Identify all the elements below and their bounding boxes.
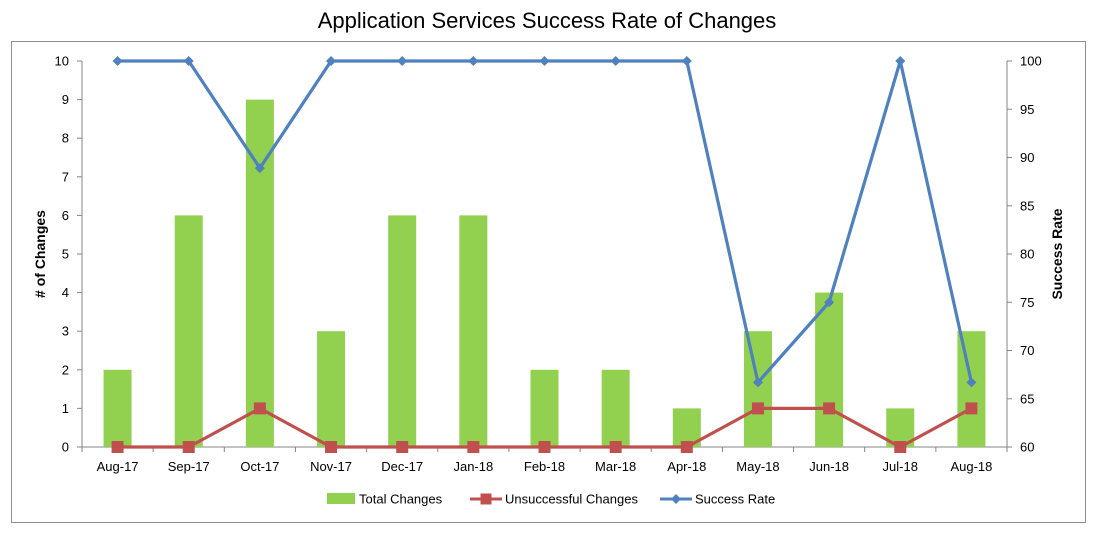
point-success-rate xyxy=(539,56,550,66)
point-unsuccessful-changes xyxy=(325,441,338,453)
y-tick-label-left: 0 xyxy=(62,440,69,455)
y-tick-label-left: 5 xyxy=(62,247,69,262)
tick-labels: 0 1 2 3 4 5 6 7 8 9 10 60 65 70 75 80 85 90 95 100 Aug-17 Sep… xyxy=(55,54,1042,475)
x-tick-label: Jun-18 xyxy=(809,459,849,474)
x-tick-label: Jul-18 xyxy=(883,459,918,474)
y-tick-label-right: 75 xyxy=(1020,295,1034,310)
point-unsuccessful-changes xyxy=(467,441,480,453)
legend-marker-unsuccessful-changes xyxy=(480,493,492,505)
y-tick-label-left: 9 xyxy=(62,92,69,107)
y-tick-label-left: 1 xyxy=(62,401,69,416)
y-tick-label-right: 100 xyxy=(1020,54,1042,69)
point-success-rate xyxy=(254,163,265,174)
bar-total-changes xyxy=(388,215,417,447)
point-unsuccessful-changes xyxy=(609,441,622,453)
bar-total-changes xyxy=(459,215,488,447)
x-tick-label: May-18 xyxy=(736,459,779,474)
point-unsuccessful-changes xyxy=(965,402,978,415)
y-tick-label-left: 2 xyxy=(62,362,69,377)
legend-label-success-rate: Success Rate xyxy=(695,492,775,507)
x-tick-label: Aug-17 xyxy=(97,459,139,474)
bar-total-changes xyxy=(957,331,986,447)
x-tick-label: Nov-17 xyxy=(310,459,352,474)
y-tick-label-right: 85 xyxy=(1020,198,1034,213)
y-tick-label-left: 7 xyxy=(62,169,69,184)
x-tick-label: Apr-18 xyxy=(667,459,706,474)
bars-total-changes xyxy=(103,99,986,447)
point-success-rate xyxy=(752,377,763,388)
point-success-rate xyxy=(966,377,977,388)
legend: Total Changes Unsuccessful Changes Success… xyxy=(327,492,775,507)
point-unsuccessful-changes xyxy=(111,441,124,453)
y-tick-label-right: 90 xyxy=(1020,150,1034,165)
point-success-rate xyxy=(397,56,408,66)
y-tick-label-left: 4 xyxy=(62,285,69,300)
point-success-rate xyxy=(824,297,835,308)
bar-total-changes xyxy=(601,369,630,447)
legend-marker-success-rate xyxy=(671,494,681,504)
legend-swatch-total-changes xyxy=(327,493,355,504)
y-tick-label-right: 95 xyxy=(1020,102,1034,117)
point-success-rate xyxy=(895,56,906,66)
point-unsuccessful-changes xyxy=(680,441,693,453)
x-tick-label: Oct-17 xyxy=(240,459,279,474)
y-tick-label-right: 65 xyxy=(1020,391,1034,406)
point-unsuccessful-changes xyxy=(538,441,551,453)
chart-frame xyxy=(11,41,1086,523)
y-tick-label-right: 60 xyxy=(1020,440,1034,455)
bar-total-changes xyxy=(743,331,772,447)
x-tick-label: Feb-18 xyxy=(524,459,565,474)
y-tick-label-left: 6 xyxy=(62,208,69,223)
chart-title: Application Services Success Rate of Cha… xyxy=(317,8,777,33)
point-success-rate xyxy=(326,56,337,66)
point-success-rate xyxy=(468,56,479,66)
bar-total-changes xyxy=(245,99,274,447)
x-tick-label: Dec-17 xyxy=(381,459,423,474)
bar-total-changes xyxy=(317,331,346,447)
series-lines xyxy=(111,56,978,453)
point-success-rate xyxy=(183,56,194,66)
point-unsuccessful-changes xyxy=(751,402,764,415)
legend-label-unsuccessful-changes: Unsuccessful Changes xyxy=(505,492,638,507)
y-tick-label-right: 70 xyxy=(1020,343,1034,358)
bar-total-changes xyxy=(530,369,559,447)
legend-label-total-changes: Total Changes xyxy=(359,492,443,507)
point-success-rate xyxy=(112,56,123,66)
point-success-rate xyxy=(610,56,621,66)
bar-total-changes xyxy=(815,292,844,447)
x-tick-label: Aug-18 xyxy=(950,459,992,474)
point-unsuccessful-changes xyxy=(253,402,266,415)
point-unsuccessful-changes xyxy=(396,441,409,453)
point-unsuccessful-changes xyxy=(823,402,836,415)
y-tick-label-right: 80 xyxy=(1020,247,1034,262)
line-success-rate xyxy=(117,59,973,384)
bar-total-changes xyxy=(103,369,132,447)
x-tick-label: Mar-18 xyxy=(595,459,636,474)
y-axis-title-right: Success Rate xyxy=(1049,208,1065,299)
point-unsuccessful-changes xyxy=(894,441,907,453)
x-tick-label: Jan-18 xyxy=(453,459,493,474)
point-success-rate xyxy=(681,56,692,66)
x-tick-label: Sep-17 xyxy=(168,459,210,474)
point-unsuccessful-changes xyxy=(182,441,195,453)
y-tick-label-left: 8 xyxy=(62,131,69,146)
y-tick-label-left: 3 xyxy=(62,324,69,339)
y-axis-title-left: # of Changes xyxy=(32,210,48,298)
y-tick-label-left: 10 xyxy=(55,54,69,69)
bar-total-changes xyxy=(174,215,203,447)
